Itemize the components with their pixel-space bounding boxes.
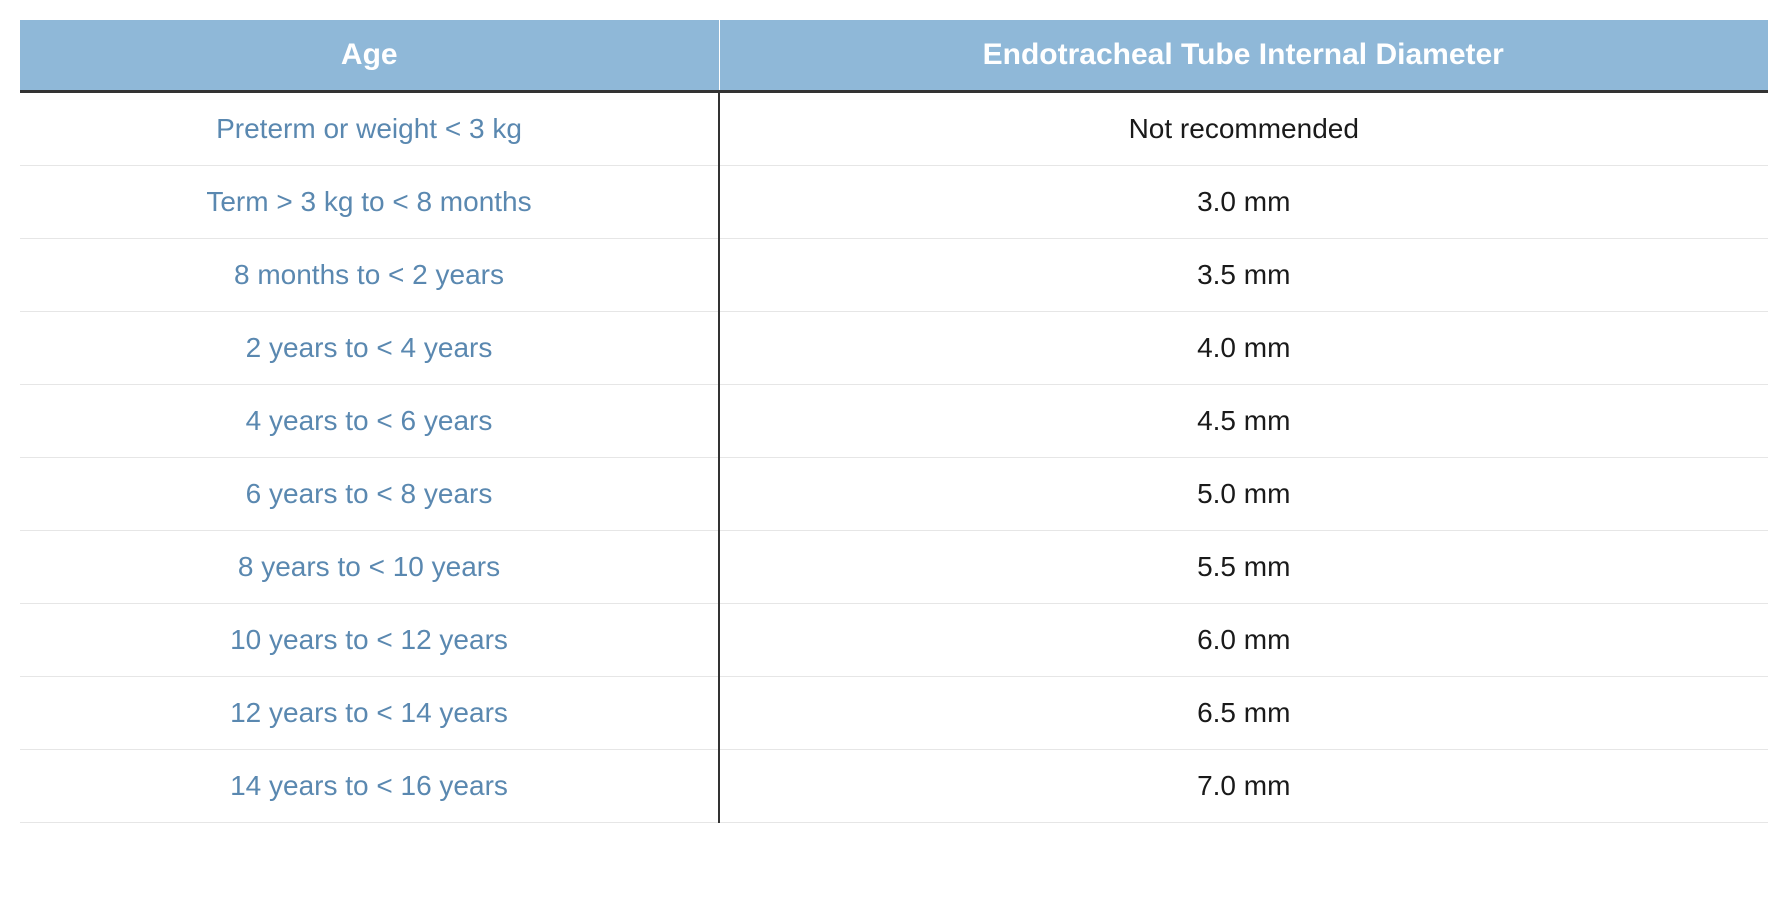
ett-size-table: Age Endotracheal Tube Internal Diameter … — [20, 20, 1768, 823]
table-row: 4 years to < 6 years4.5 mm — [20, 385, 1768, 458]
table-row: Preterm or weight < 3 kgNot recommended — [20, 92, 1768, 166]
cell-age: Term > 3 kg to < 8 months — [20, 166, 719, 239]
header-diameter: Endotracheal Tube Internal Diameter — [719, 20, 1768, 92]
table-row: 8 months to < 2 years3.5 mm — [20, 239, 1768, 312]
cell-diameter: 3.5 mm — [719, 239, 1768, 312]
cell-age: Preterm or weight < 3 kg — [20, 92, 719, 166]
table-row: 2 years to < 4 years4.0 mm — [20, 312, 1768, 385]
cell-age: 8 months to < 2 years — [20, 239, 719, 312]
cell-diameter: 4.5 mm — [719, 385, 1768, 458]
cell-age: 14 years to < 16 years — [20, 750, 719, 823]
cell-diameter: 5.5 mm — [719, 531, 1768, 604]
cell-age: 10 years to < 12 years — [20, 604, 719, 677]
cell-diameter: 4.0 mm — [719, 312, 1768, 385]
cell-age: 6 years to < 8 years — [20, 458, 719, 531]
cell-diameter: 6.0 mm — [719, 604, 1768, 677]
cell-age: 2 years to < 4 years — [20, 312, 719, 385]
cell-age: 8 years to < 10 years — [20, 531, 719, 604]
table-row: 14 years to < 16 years7.0 mm — [20, 750, 1768, 823]
cell-diameter: 5.0 mm — [719, 458, 1768, 531]
table-body: Preterm or weight < 3 kgNot recommendedT… — [20, 92, 1768, 823]
header-age: Age — [20, 20, 719, 92]
cell-age: 4 years to < 6 years — [20, 385, 719, 458]
cell-age: 12 years to < 14 years — [20, 677, 719, 750]
cell-diameter: 6.5 mm — [719, 677, 1768, 750]
table-row: 8 years to < 10 years5.5 mm — [20, 531, 1768, 604]
table-header-row: Age Endotracheal Tube Internal Diameter — [20, 20, 1768, 92]
table-row: Term > 3 kg to < 8 months3.0 mm — [20, 166, 1768, 239]
table-row: 6 years to < 8 years5.0 mm — [20, 458, 1768, 531]
cell-diameter: 3.0 mm — [719, 166, 1768, 239]
table-row: 12 years to < 14 years6.5 mm — [20, 677, 1768, 750]
table-row: 10 years to < 12 years6.0 mm — [20, 604, 1768, 677]
cell-diameter: 7.0 mm — [719, 750, 1768, 823]
cell-diameter: Not recommended — [719, 92, 1768, 166]
